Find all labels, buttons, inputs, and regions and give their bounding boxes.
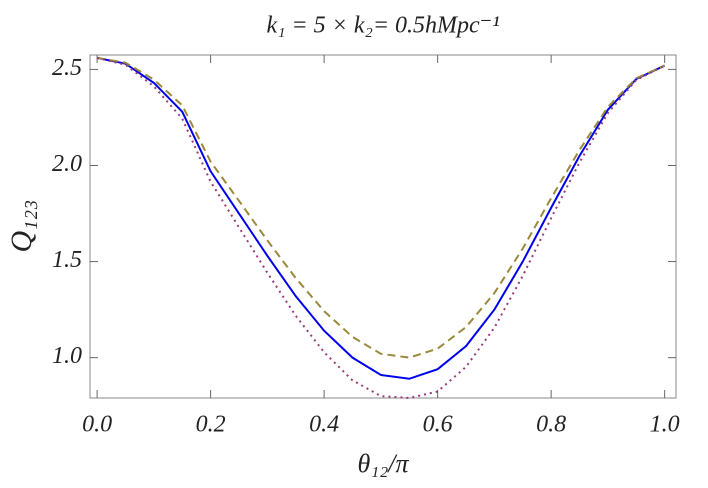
series-line	[96, 56, 666, 359]
chart-title: k₁ = 5 × k₂= 0.5hMpc⁻¹	[266, 13, 499, 39]
y-axis-label: Q₁₂₃	[5, 200, 38, 253]
y-tick-label: 2.5	[52, 55, 82, 81]
x-tick-label: 0.6	[423, 412, 453, 438]
x-tick-label: 0.0	[82, 412, 112, 438]
series-line	[96, 56, 666, 380]
x-tick-label: 0.8	[536, 412, 566, 438]
plot-frame	[89, 54, 677, 399]
x-axis-label: θ₁₂/π	[357, 449, 409, 478]
x-tick-label: 1.0	[650, 412, 680, 438]
x-tick-label: 0.2	[196, 412, 226, 438]
y-tick-label: 2.0	[52, 151, 82, 177]
y-tick-label: 1.5	[52, 247, 82, 273]
x-tick-label: 0.4	[309, 412, 339, 438]
y-tick-label: 1.0	[52, 343, 82, 369]
series-line	[96, 56, 666, 400]
